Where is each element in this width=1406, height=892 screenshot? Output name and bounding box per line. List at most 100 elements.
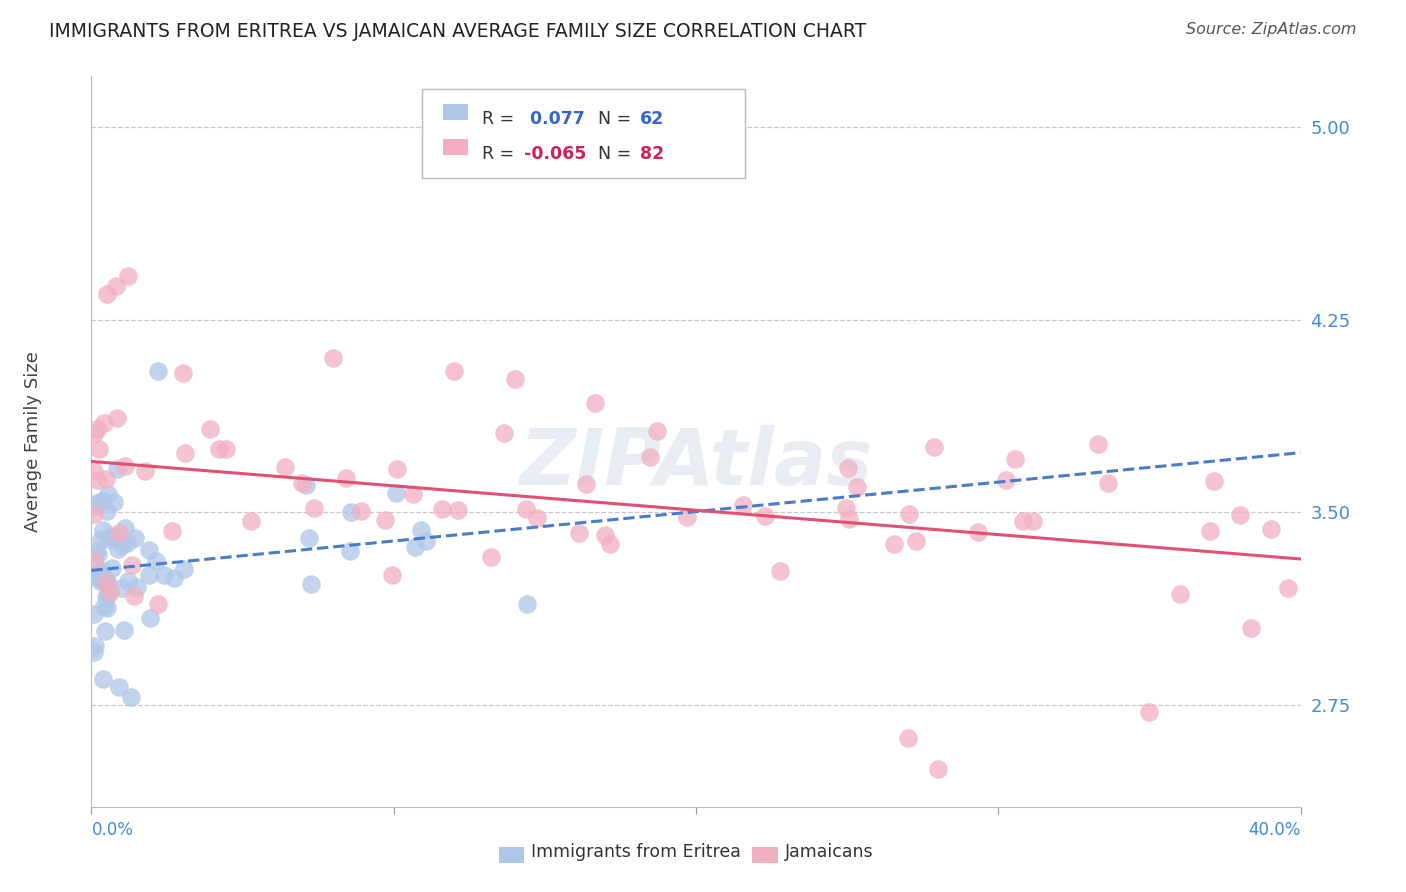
Text: N =: N = — [598, 145, 637, 162]
Point — [215, 442, 238, 456]
Point — [335, 471, 357, 485]
Point — [83, 645, 105, 659]
Point — [111, 538, 134, 552]
Point — [835, 500, 858, 515]
Point — [153, 567, 176, 582]
Point — [1012, 514, 1035, 528]
Point — [409, 523, 432, 537]
Point — [583, 396, 606, 410]
Point — [83, 607, 105, 622]
Point — [86, 422, 108, 436]
Point — [94, 574, 117, 589]
Point — [298, 531, 321, 545]
Point — [100, 529, 122, 543]
Point — [83, 554, 105, 568]
Text: R =: R = — [482, 110, 520, 128]
Point — [94, 624, 117, 638]
Point — [568, 526, 591, 541]
Point — [84, 544, 107, 558]
Point — [105, 462, 128, 476]
Point — [897, 731, 920, 745]
Point — [89, 574, 111, 589]
Point — [97, 486, 120, 500]
Point — [98, 584, 121, 599]
Point — [86, 496, 108, 510]
Point — [87, 473, 110, 487]
Point — [94, 472, 117, 486]
Point — [114, 521, 136, 535]
Point — [93, 599, 115, 613]
Point — [108, 525, 131, 540]
Point — [1260, 522, 1282, 536]
Point — [91, 672, 114, 686]
Point — [105, 411, 128, 425]
Point — [339, 504, 361, 518]
Point — [404, 540, 426, 554]
Point — [83, 567, 105, 582]
Point — [1087, 436, 1109, 450]
Point — [101, 561, 124, 575]
Text: 0.0%: 0.0% — [91, 822, 134, 839]
Point — [127, 580, 149, 594]
Point — [1022, 514, 1045, 528]
Point — [198, 422, 221, 436]
Point — [384, 486, 406, 500]
Point — [89, 532, 111, 546]
Point — [108, 680, 131, 694]
Point — [87, 566, 110, 580]
Point — [432, 502, 454, 516]
Point — [91, 494, 114, 508]
Point — [1202, 475, 1225, 489]
Point — [87, 547, 110, 561]
Point — [94, 574, 117, 588]
Text: R =: R = — [482, 145, 520, 162]
Point — [402, 487, 425, 501]
Point — [516, 597, 538, 611]
Text: -0.065: -0.065 — [524, 145, 586, 162]
Point — [172, 366, 194, 380]
Text: Source: ZipAtlas.com: Source: ZipAtlas.com — [1187, 22, 1357, 37]
Point — [89, 565, 111, 579]
Point — [98, 533, 121, 547]
Point — [575, 477, 598, 491]
Point — [163, 571, 186, 585]
Point — [295, 477, 318, 491]
Point — [83, 426, 105, 441]
Point — [1229, 508, 1251, 522]
Point — [117, 268, 139, 283]
Text: 62: 62 — [640, 110, 664, 128]
Point — [83, 507, 105, 521]
Point — [638, 450, 661, 465]
Point — [898, 507, 921, 521]
Point — [120, 690, 142, 704]
Point — [846, 480, 869, 494]
Point — [1139, 706, 1161, 720]
Point — [503, 372, 526, 386]
Text: ZIPAtlas: ZIPAtlas — [519, 425, 873, 501]
Point — [754, 509, 776, 524]
Point — [1168, 587, 1191, 601]
Point — [381, 567, 404, 582]
Point — [138, 610, 160, 624]
Text: Jamaicans: Jamaicans — [785, 843, 873, 861]
Point — [83, 499, 105, 513]
Text: Average Family Size: Average Family Size — [24, 351, 42, 532]
Text: 40.0%: 40.0% — [1249, 822, 1301, 839]
Point — [138, 567, 160, 582]
Point — [103, 495, 125, 509]
Point — [837, 461, 859, 475]
Point — [733, 498, 755, 512]
Point — [138, 542, 160, 557]
Point — [526, 510, 548, 524]
Point — [1097, 476, 1119, 491]
Point — [97, 587, 120, 601]
Point — [374, 513, 396, 527]
Point — [838, 512, 860, 526]
Point — [94, 591, 117, 605]
Point — [83, 639, 105, 653]
Point — [675, 510, 697, 524]
Point — [291, 475, 314, 490]
Point — [121, 558, 143, 572]
Point — [995, 473, 1018, 487]
Point — [122, 589, 145, 603]
